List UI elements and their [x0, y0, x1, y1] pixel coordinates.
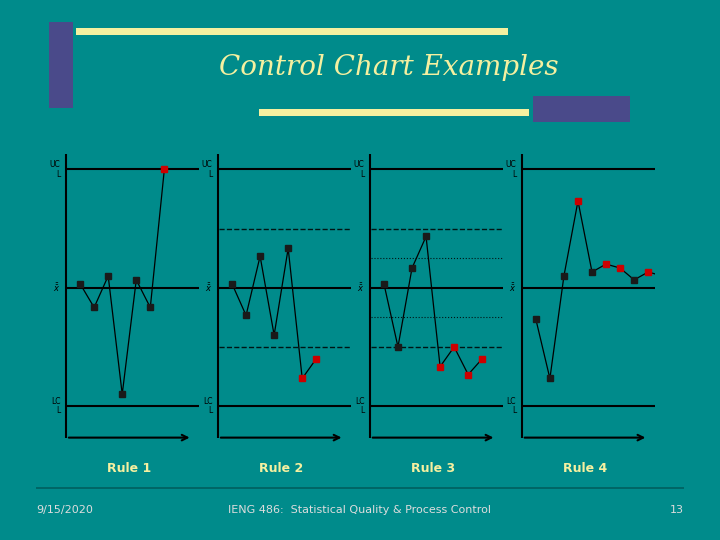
Text: $\bar{\bar{x}}$: $\bar{\bar{x}}$ [53, 281, 60, 294]
Text: $\bar{\bar{x}}$: $\bar{\bar{x}}$ [205, 281, 212, 294]
Text: $\bar{\bar{x}}$: $\bar{\bar{x}}$ [357, 281, 364, 294]
Text: 9/15/2020: 9/15/2020 [36, 505, 93, 515]
Text: UC
L: UC L [50, 160, 60, 179]
Text: UC
L: UC L [505, 160, 516, 179]
Text: $\bar{\bar{x}}$: $\bar{\bar{x}}$ [509, 281, 516, 294]
Text: LC
L: LC L [355, 397, 364, 415]
Text: LC
L: LC L [51, 397, 60, 415]
Text: Control Chart Examples: Control Chart Examples [219, 54, 559, 81]
Text: 13: 13 [670, 505, 684, 515]
Text: Rule 2: Rule 2 [259, 462, 303, 475]
Text: Rule 1: Rule 1 [107, 462, 151, 475]
Text: LC
L: LC L [203, 397, 212, 415]
Text: LC
L: LC L [507, 397, 516, 415]
Text: UC
L: UC L [354, 160, 364, 179]
Text: UC
L: UC L [202, 160, 212, 179]
Text: Rule 3: Rule 3 [411, 462, 455, 475]
Text: IENG 486:  Statistical Quality & Process Control: IENG 486: Statistical Quality & Process … [228, 505, 492, 515]
Text: Rule 4: Rule 4 [563, 462, 607, 475]
